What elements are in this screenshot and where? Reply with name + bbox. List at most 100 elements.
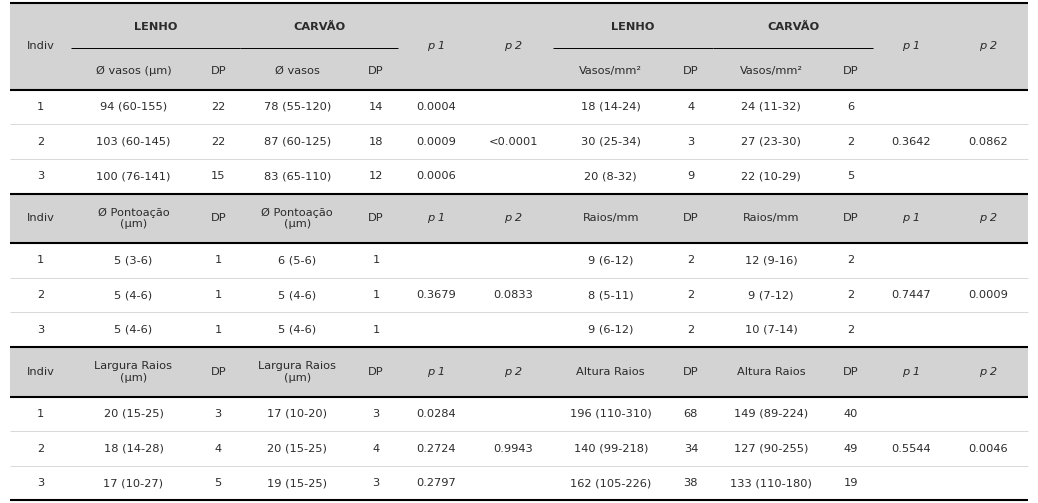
- Text: p 2: p 2: [979, 41, 998, 51]
- Text: CARVÃO: CARVÃO: [293, 22, 346, 32]
- Text: p 1: p 1: [427, 367, 445, 377]
- Text: 22: 22: [211, 137, 225, 146]
- Bar: [10, 194, 1028, 243]
- Bar: [10, 466, 1028, 500]
- Text: Ø vasos: Ø vasos: [275, 66, 320, 76]
- Text: 0.9943: 0.9943: [493, 444, 534, 454]
- Text: 0.5544: 0.5544: [891, 444, 931, 454]
- Text: 34: 34: [684, 444, 698, 454]
- Text: 18 (14-28): 18 (14-28): [104, 444, 163, 454]
- Text: 2: 2: [687, 325, 694, 334]
- Text: 4: 4: [687, 102, 694, 112]
- Text: 3: 3: [373, 478, 380, 488]
- Text: p 2: p 2: [504, 367, 522, 377]
- Bar: [10, 124, 1028, 159]
- Text: Ø vasos (μm): Ø vasos (μm): [95, 66, 171, 76]
- Text: 10 (7-14): 10 (7-14): [744, 325, 797, 334]
- Text: 2: 2: [848, 137, 854, 146]
- Text: CARVÃO: CARVÃO: [767, 22, 819, 32]
- Text: p 1: p 1: [902, 213, 920, 223]
- Text: 2: 2: [37, 137, 45, 146]
- Text: Indiv: Indiv: [27, 213, 55, 223]
- Text: DP: DP: [843, 66, 858, 76]
- Text: 12: 12: [368, 171, 383, 181]
- Text: 0.0284: 0.0284: [416, 409, 456, 419]
- Text: 127 (90-255): 127 (90-255): [734, 444, 809, 454]
- Text: 3: 3: [37, 325, 45, 334]
- Text: Indiv: Indiv: [27, 367, 55, 377]
- Text: 133 (110-180): 133 (110-180): [730, 478, 812, 488]
- Text: p 2: p 2: [979, 367, 998, 377]
- Text: p 2: p 2: [504, 213, 522, 223]
- Text: Largura Raios
(μm): Largura Raios (μm): [258, 361, 336, 383]
- Text: 1: 1: [215, 290, 222, 300]
- Text: 0.2797: 0.2797: [416, 478, 456, 488]
- Text: 0.0833: 0.0833: [493, 290, 534, 300]
- Text: 5 (4-6): 5 (4-6): [114, 290, 153, 300]
- Text: 0.0006: 0.0006: [416, 171, 456, 181]
- Text: 4: 4: [215, 444, 222, 454]
- Text: 17 (10-20): 17 (10-20): [267, 409, 327, 419]
- Text: 17 (10-27): 17 (10-27): [104, 478, 163, 488]
- Text: Vasos/mm²: Vasos/mm²: [739, 66, 802, 76]
- Text: DP: DP: [368, 213, 384, 223]
- Text: 18 (14-24): 18 (14-24): [581, 102, 640, 112]
- Text: 2: 2: [848, 256, 854, 266]
- Text: 0.3642: 0.3642: [892, 137, 931, 146]
- Text: 0.2724: 0.2724: [416, 444, 456, 454]
- Bar: [10, 278, 1028, 312]
- Text: p 1: p 1: [427, 213, 445, 223]
- Text: 0.0009: 0.0009: [416, 137, 456, 146]
- Text: 78 (55-120): 78 (55-120): [264, 102, 331, 112]
- Text: 2: 2: [848, 290, 854, 300]
- Text: 1: 1: [37, 102, 45, 112]
- Text: 12 (9-16): 12 (9-16): [744, 256, 797, 266]
- Text: 8 (5-11): 8 (5-11): [588, 290, 633, 300]
- Text: DP: DP: [211, 367, 226, 377]
- Text: 94 (60-155): 94 (60-155): [100, 102, 167, 112]
- Text: 5 (4-6): 5 (4-6): [278, 325, 317, 334]
- Text: 18: 18: [368, 137, 383, 146]
- Bar: [10, 90, 1028, 124]
- Text: 22 (10-29): 22 (10-29): [741, 171, 801, 181]
- Text: DP: DP: [211, 66, 226, 76]
- Text: 103 (60-145): 103 (60-145): [97, 137, 170, 146]
- Text: 5 (4-6): 5 (4-6): [114, 325, 153, 334]
- Text: p 1: p 1: [427, 41, 445, 51]
- Text: DP: DP: [683, 213, 699, 223]
- Text: 24 (11-32): 24 (11-32): [741, 102, 801, 112]
- Text: 38: 38: [684, 478, 699, 488]
- Text: 22: 22: [211, 102, 225, 112]
- Text: Raios/mm: Raios/mm: [743, 213, 799, 223]
- Text: 162 (105-226): 162 (105-226): [570, 478, 652, 488]
- Text: DP: DP: [843, 367, 858, 377]
- Text: 2: 2: [37, 444, 45, 454]
- Text: Indiv: Indiv: [27, 41, 55, 51]
- Text: DP: DP: [211, 213, 226, 223]
- Text: p 2: p 2: [979, 213, 998, 223]
- Text: 0.3679: 0.3679: [416, 290, 456, 300]
- Text: 1: 1: [373, 290, 380, 300]
- Text: 6: 6: [848, 102, 854, 112]
- Text: 5 (4-6): 5 (4-6): [278, 290, 317, 300]
- Text: 20 (8-32): 20 (8-32): [584, 171, 637, 181]
- Bar: [10, 396, 1028, 431]
- Text: 3: 3: [37, 171, 45, 181]
- Text: 2: 2: [687, 290, 694, 300]
- Bar: [10, 243, 1028, 278]
- Text: p 1: p 1: [902, 41, 920, 51]
- Text: 20 (15-25): 20 (15-25): [267, 444, 327, 454]
- Text: DP: DP: [368, 367, 384, 377]
- Text: 149 (89-224): 149 (89-224): [734, 409, 808, 419]
- Text: p 1: p 1: [902, 367, 920, 377]
- Text: 20 (15-25): 20 (15-25): [104, 409, 163, 419]
- Text: 9 (6-12): 9 (6-12): [589, 256, 633, 266]
- Text: 3: 3: [373, 409, 380, 419]
- Text: 0.0862: 0.0862: [968, 137, 1008, 146]
- Text: DP: DP: [843, 213, 858, 223]
- Text: 40: 40: [844, 409, 858, 419]
- Text: 49: 49: [844, 444, 858, 454]
- Text: 19 (15-25): 19 (15-25): [267, 478, 327, 488]
- Text: 3: 3: [37, 478, 45, 488]
- Text: 0.0046: 0.0046: [968, 444, 1008, 454]
